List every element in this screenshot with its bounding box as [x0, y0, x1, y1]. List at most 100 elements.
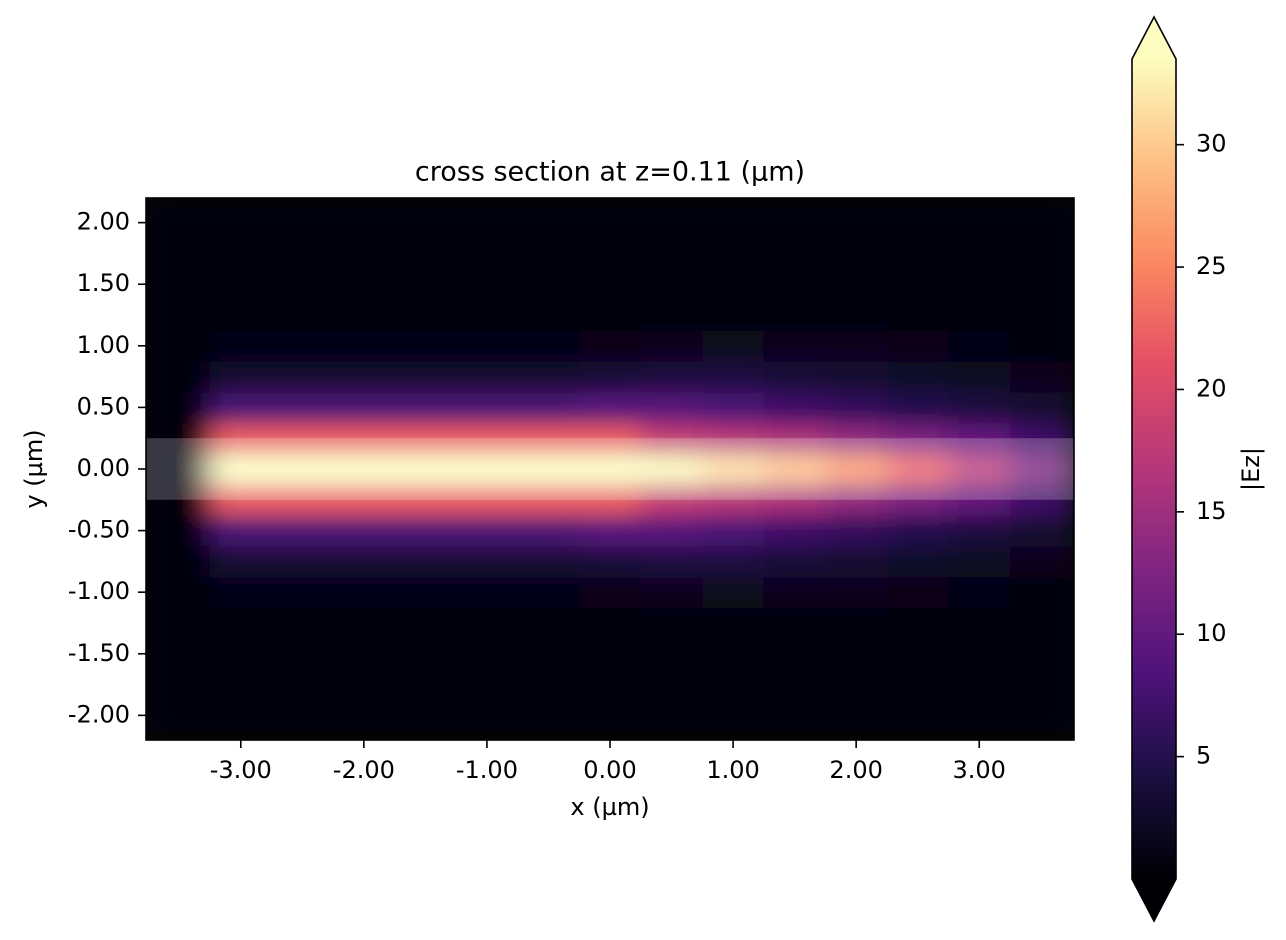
heatmap-cell [886, 515, 949, 547]
heatmap-cell [640, 669, 703, 701]
heatmap-cell [210, 268, 273, 301]
x-tick-label: 2.00 [829, 756, 882, 784]
heatmap-cell [1010, 453, 1073, 485]
heatmap-cell [517, 330, 580, 362]
heatmap-cell [886, 238, 949, 270]
heatmap-cell [702, 545, 765, 578]
heatmap-cell [271, 422, 334, 455]
heatmap-cell [579, 422, 642, 455]
heatmap-cell [825, 484, 888, 516]
heatmap-cell [394, 484, 457, 516]
heatmap-cell [456, 515, 519, 547]
heatmap-cell [825, 238, 888, 270]
heatmap-cell [394, 238, 457, 270]
colorbar-tick-label: 25 [1196, 252, 1227, 280]
waveguide-structure [146, 438, 1074, 500]
heatmap-cell [148, 669, 211, 701]
heatmap-cell [640, 484, 703, 516]
heatmap-cell [640, 361, 703, 393]
heatmap-cell [517, 576, 580, 609]
heatmap-cell [640, 422, 703, 455]
heatmap-cell [763, 699, 826, 732]
heatmap-cell [886, 361, 949, 393]
heatmap-cell [271, 638, 334, 670]
heatmap-cell [271, 484, 334, 516]
heatmap-cell [763, 392, 826, 424]
heatmap-cell [640, 576, 703, 609]
heatmap-cell [210, 207, 273, 239]
heatmap-cell [579, 638, 642, 670]
heatmap-cell [394, 453, 457, 485]
heatmap-cell [702, 515, 765, 547]
heatmap-cell [271, 330, 334, 362]
heatmap-cell [456, 484, 519, 516]
heatmap-cell [456, 361, 519, 393]
heatmap-cell [640, 392, 703, 424]
heatmap-cell [825, 699, 888, 732]
y-tick-label: -2.00 [68, 700, 130, 728]
heatmap-cell [333, 392, 396, 424]
heatmap-cell [394, 392, 457, 424]
heatmap-cell [825, 299, 888, 331]
heatmap-cell [886, 638, 949, 670]
heatmap-cell [271, 545, 334, 578]
heatmap-cell [210, 545, 273, 578]
heatmap-cell [394, 638, 457, 670]
heatmap-cell [763, 484, 826, 516]
heatmap-cell [825, 607, 888, 639]
heatmap-cell [948, 545, 1011, 578]
heatmap-cell [333, 699, 396, 732]
heatmap-cell [702, 268, 765, 301]
heatmap-cell [333, 422, 396, 455]
x-tick-label: -1.00 [456, 756, 518, 784]
heatmap-cell [825, 669, 888, 701]
heatmap-cell [948, 238, 1011, 270]
heatmap-cell [456, 238, 519, 270]
heatmap-cell [148, 699, 211, 732]
heatmap-cell [148, 392, 211, 424]
heatmap-cell [517, 361, 580, 393]
heatmap-cell [579, 669, 642, 701]
heatmap-cell [394, 422, 457, 455]
heatmap-cell [394, 361, 457, 393]
heatmap-cell [333, 545, 396, 578]
heatmap-cell [394, 299, 457, 331]
heatmap-cell [271, 207, 334, 239]
heatmap-cell [825, 330, 888, 362]
heatmap-cell [333, 515, 396, 547]
heatmap-cell [763, 607, 826, 639]
heatmap-cell [825, 576, 888, 609]
heatmap-cell [456, 607, 519, 639]
heatmap-cell [825, 453, 888, 485]
heatmap-cell [517, 299, 580, 331]
heatmap-cell [517, 515, 580, 547]
heatmap-cell [640, 238, 703, 270]
heatmap-cell [825, 361, 888, 393]
heatmap-cell [394, 515, 457, 547]
heatmap-cell [948, 207, 1011, 239]
heatmap-cell [1010, 576, 1073, 609]
heatmap-cell [456, 545, 519, 578]
heatmap-cell [517, 669, 580, 701]
heatmap-cell [456, 576, 519, 609]
heatmap-cell [148, 268, 211, 301]
heatmap-cell [517, 638, 580, 670]
heatmap-cell [948, 361, 1011, 393]
heatmap-cell [333, 361, 396, 393]
heatmap-cell [517, 422, 580, 455]
heatmap-cell [886, 330, 949, 362]
heatmap-cell [886, 699, 949, 732]
heatmap-cell [702, 392, 765, 424]
y-tick-label: 1.00 [77, 331, 130, 359]
heatmap-cell [763, 638, 826, 670]
heatmap-cell [825, 515, 888, 547]
heatmap-cell [148, 422, 211, 455]
heatmap-cell [517, 607, 580, 639]
heatmap-cell [640, 330, 703, 362]
heatmap-cell [271, 699, 334, 732]
colorbar-tick-label: 30 [1196, 130, 1227, 158]
colorbar-frame [1131, 15, 1177, 923]
heatmap-cell [640, 515, 703, 547]
colorbar-extend-max [1132, 17, 1176, 59]
heatmap-cell [394, 699, 457, 732]
